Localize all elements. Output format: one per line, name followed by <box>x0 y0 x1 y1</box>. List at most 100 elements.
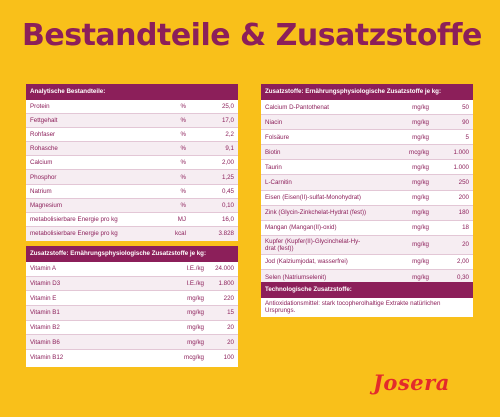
vitamins-table: Zusatzstoffe: Ernährungsphysiologische Z… <box>26 246 238 367</box>
table-row: Niacin mg/kg 90 <box>261 115 473 131</box>
row-unit: mg/kg <box>412 179 429 187</box>
technological-additives-text: Antioxidationsmittel: stark tocopherolha… <box>265 300 441 315</box>
row-unit: mg/kg <box>412 209 429 217</box>
table-row: Eisen (Eisen(II)-sulfat-Monohydrat) mg/kg… <box>261 191 473 206</box>
table-row: metabolisierbare Energie pro kg kcal 3.828 <box>26 226 238 241</box>
table-row: Magnesium% 0,10 <box>26 198 238 213</box>
row-value: 0,45 <box>221 187 234 195</box>
row-value: 100 <box>223 353 234 361</box>
table-heading: Zusatzstoffe: Ernährungsphysiologische Z… <box>261 84 473 100</box>
row-name: Biotin <box>265 148 281 156</box>
row-name: Vitamin B1 <box>30 309 60 317</box>
row-name: Vitamin B2 <box>30 324 60 332</box>
row-unit: mg/kg <box>412 194 429 202</box>
row-name: metabolisierbare Energie pro kg <box>30 230 118 238</box>
row-unit: mg/kg <box>412 241 429 249</box>
row-unit: mg/kg <box>187 294 204 302</box>
table-row: Selen (Natriumselenit) mg/kg 0,30 <box>261 269 473 286</box>
row-value: 1.800 <box>218 280 234 288</box>
row-value: 2,2 <box>225 131 234 139</box>
row-unit: % <box>180 103 186 111</box>
analytical-constituents-table: Analytische Bestandteile: Protein% 25,0 Fe… <box>26 84 238 241</box>
row-name: Vitamin E <box>30 294 57 302</box>
row-name: Vitamin B6 <box>30 338 60 346</box>
table-row: Vitamin D3 I.E./kg 1.800 <box>26 276 238 292</box>
row-value: 220 <box>223 294 234 302</box>
row-name: Vitamin D3 <box>30 280 61 288</box>
row-value: 90 <box>462 118 469 126</box>
table-row: Fettgehalt% 17,0 <box>26 114 238 129</box>
row-unit: mg/kg <box>412 103 429 111</box>
table-row: L-Carnitin mg/kg 250 <box>261 175 473 191</box>
row-value: 20 <box>462 241 469 249</box>
row-unit: % <box>180 145 186 153</box>
row-unit: % <box>180 159 186 167</box>
row-unit: mg/kg <box>412 224 429 232</box>
row-unit: I.E./kg <box>186 280 204 288</box>
table-row: Vitamin A I.E./kg 24.000 <box>26 262 238 277</box>
row-unit: % <box>180 131 186 139</box>
row-value: 50 <box>462 103 469 111</box>
table-row: Folsäure mg/kg 5 <box>261 130 473 146</box>
row-value: 1.000 <box>453 148 469 156</box>
row-value: 1.000 <box>453 163 469 171</box>
table-row: Vitamin B1 mg/kg 15 <box>26 306 238 321</box>
row-name: Folsäure <box>265 133 290 141</box>
row-value: 24.000 <box>215 265 234 273</box>
row-name: Zink (Glycin-Zinkchelat-Hydrat (fest)) <box>265 209 367 217</box>
table-row: Jod (Kalziumjodat, wasserfrei) mg/kg 2,00 <box>261 255 473 270</box>
row-unit: % <box>180 173 186 181</box>
row-unit: mg/kg <box>187 324 204 332</box>
table-row: Kupfer (Kupfer(II)-Glycinchelat-Hy- drat… <box>261 235 473 255</box>
table-heading: Analytische Bestandteile: <box>26 84 238 100</box>
table-row: Taurin mg/kg 1.000 <box>261 160 473 176</box>
row-name: Jod (Kalziumjodat, wasserfrei) <box>265 258 348 266</box>
row-name: Phosphor <box>30 173 57 181</box>
row-value: 18 <box>462 224 469 232</box>
additives-table: Zusatzstoffe: Ernährungsphysiologische Z… <box>261 84 473 286</box>
row-unit: kcal <box>174 230 186 238</box>
row-name: Rohasche <box>30 145 58 153</box>
table-row: Zink (Glycin-Zinkchelat-Hydrat (fest)) mg… <box>261 205 473 221</box>
row-name: L-Carnitin <box>265 179 292 187</box>
row-name: Vitamin B12 <box>30 353 64 361</box>
row-value: 0,10 <box>221 201 234 209</box>
row-value: 250 <box>458 179 469 187</box>
page-title: Bestandteile & Zusatzstoffe <box>22 18 482 53</box>
row-value: 9,1 <box>225 145 234 153</box>
row-name: Calcium <box>30 159 53 167</box>
row-unit: mg/kg <box>412 258 429 266</box>
row-name: Calcium D-Pantothenat <box>265 103 329 111</box>
table-row: Vitamin B2 mg/kg 20 <box>26 321 238 336</box>
brand-logo: Josera <box>373 370 450 395</box>
row-value: 25,0 <box>221 103 234 111</box>
row-value: 17,0 <box>221 117 234 125</box>
row-value: 20 <box>227 324 234 332</box>
row-unit: mg/kg <box>412 133 429 141</box>
row-value: 0,30 <box>456 273 469 281</box>
table-row: Calcium% 2,00 <box>26 156 238 171</box>
row-value: 180 <box>458 209 469 217</box>
row-value: 1,25 <box>221 173 234 181</box>
row-name: Fettgehalt <box>30 117 58 125</box>
table-row: Vitamin B6 mg/kg 20 <box>26 335 238 351</box>
row-name: Niacin <box>265 118 283 126</box>
row-unit: % <box>180 117 186 125</box>
row-value: 3.828 <box>218 230 234 238</box>
row-unit: I.E./kg <box>186 265 204 273</box>
table-row: Phosphor% 1,25 <box>26 170 238 185</box>
table-row: Rohfaser% 2,2 <box>26 128 238 143</box>
row-name: Selen (Natriumselenit) <box>265 273 327 281</box>
row-name: Eisen (Eisen(II)-sulfat-Monohydrat) <box>265 194 361 202</box>
table-row: Calcium D-Pantothenat mg/kg 50 <box>261 100 473 116</box>
table-row: Vitamin B12 mcg/kg 100 <box>26 350 238 365</box>
row-name: Mangan (Mangan(II)-oxid) <box>265 224 337 232</box>
row-name: Taurin <box>265 163 282 171</box>
row-unit: mg/kg <box>187 309 204 317</box>
row-name: Natrium <box>30 187 52 195</box>
row-value: 20 <box>227 338 234 346</box>
table-row: Natrium% 0,45 <box>26 185 238 199</box>
row-unit: mcg/kg <box>184 353 204 361</box>
table-row: Protein% 25,0 <box>26 100 238 115</box>
table-heading: Zusatzstoffe: Ernährungsphysiologische Z… <box>26 246 238 262</box>
